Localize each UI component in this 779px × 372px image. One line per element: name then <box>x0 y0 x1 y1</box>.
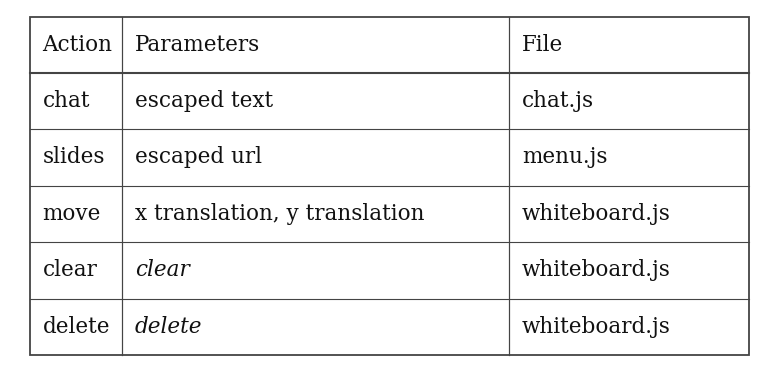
Text: whiteboard.js: whiteboard.js <box>522 203 671 225</box>
Text: slides: slides <box>43 147 105 169</box>
Text: x translation, y translation: x translation, y translation <box>135 203 425 225</box>
Text: move: move <box>43 203 101 225</box>
Text: whiteboard.js: whiteboard.js <box>522 259 671 282</box>
Text: escaped text: escaped text <box>135 90 273 112</box>
Text: clear: clear <box>43 259 97 282</box>
Text: delete: delete <box>135 316 203 338</box>
Text: menu.js: menu.js <box>522 147 608 169</box>
Text: chat: chat <box>43 90 90 112</box>
Text: whiteboard.js: whiteboard.js <box>522 316 671 338</box>
Text: Parameters: Parameters <box>135 34 260 56</box>
Text: escaped url: escaped url <box>135 147 262 169</box>
Text: chat.js: chat.js <box>522 90 594 112</box>
Text: delete: delete <box>43 316 110 338</box>
Text: clear: clear <box>135 259 189 282</box>
Text: Action: Action <box>43 34 112 56</box>
Text: File: File <box>522 34 563 56</box>
